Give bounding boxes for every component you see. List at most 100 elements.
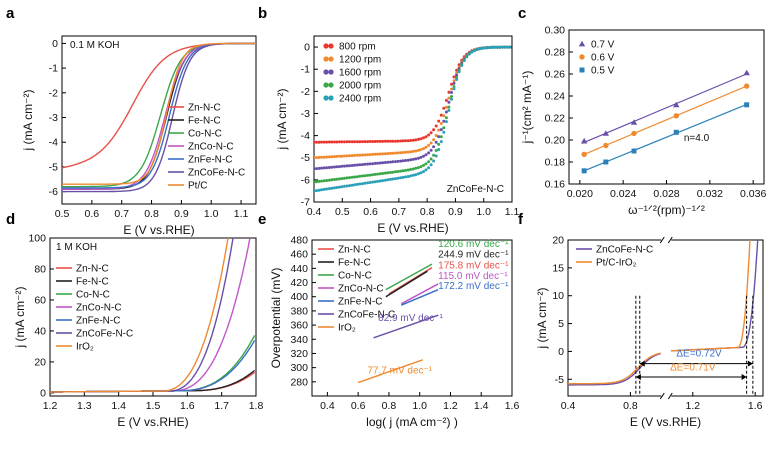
data-point bbox=[373, 152, 377, 156]
data-point bbox=[360, 174, 364, 178]
data-point bbox=[381, 172, 385, 175]
series-line-IrO₂ bbox=[50, 238, 229, 393]
data-point bbox=[322, 140, 326, 144]
data-point bbox=[409, 139, 413, 142]
data-point bbox=[366, 173, 369, 177]
data-point bbox=[419, 165, 423, 169]
data-point bbox=[411, 173, 415, 177]
data-point bbox=[422, 136, 425, 140]
legend-label: ZnCoFe-N-C bbox=[188, 168, 245, 179]
x-tick-label: 0.036 bbox=[740, 188, 766, 200]
data-point bbox=[348, 184, 352, 188]
y-tick-label: 0 bbox=[52, 38, 58, 50]
data-point bbox=[327, 140, 331, 144]
y-tick-label: 40 bbox=[34, 325, 46, 337]
x-tick-label: 1.4 bbox=[474, 400, 489, 412]
data-point bbox=[485, 46, 489, 50]
data-point bbox=[391, 160, 395, 164]
data-point bbox=[325, 140, 329, 144]
legend-label: ZnFe-N-C bbox=[76, 316, 120, 327]
data-point bbox=[401, 169, 405, 173]
data-point bbox=[315, 140, 318, 144]
data-point bbox=[508, 45, 512, 49]
x-tick-label: 1.3 bbox=[77, 400, 92, 412]
data-point bbox=[378, 161, 382, 165]
legend-label: ZnCo-N-C bbox=[76, 303, 122, 314]
data-point bbox=[381, 161, 385, 165]
data-point bbox=[447, 96, 451, 100]
data-point bbox=[414, 166, 418, 170]
data-point bbox=[332, 140, 336, 144]
data-point bbox=[419, 148, 423, 152]
data-point bbox=[314, 156, 316, 160]
data-point bbox=[452, 85, 456, 89]
legend-label: 1200 rpm bbox=[339, 55, 381, 66]
data-point bbox=[315, 167, 318, 171]
data-point bbox=[332, 186, 336, 190]
data-point bbox=[603, 142, 609, 149]
x-axis-label: E (V vs.RHE) bbox=[117, 415, 188, 429]
data-point bbox=[322, 179, 326, 183]
data-point bbox=[416, 137, 420, 141]
y-tick-label: 0 bbox=[40, 387, 46, 399]
legend-swatch bbox=[328, 69, 334, 75]
y-tick-label: 420 bbox=[290, 277, 308, 289]
data-point bbox=[350, 183, 354, 187]
data-point bbox=[424, 168, 428, 172]
delta-arrow-2-head bbox=[635, 374, 641, 381]
data-point bbox=[447, 105, 451, 109]
y-tick-label: 0.24 bbox=[545, 91, 566, 103]
data-point bbox=[373, 180, 377, 184]
data-point bbox=[424, 162, 428, 166]
data-point bbox=[578, 40, 586, 47]
data-point bbox=[355, 153, 359, 157]
legend-label: 800 rpm bbox=[339, 42, 376, 53]
data-point bbox=[452, 75, 456, 79]
data-point bbox=[439, 128, 443, 132]
data-point bbox=[439, 135, 443, 139]
delta-arrow-2-head bbox=[741, 374, 747, 381]
data-point bbox=[343, 154, 346, 158]
data-point bbox=[442, 119, 446, 123]
data-point bbox=[411, 138, 415, 142]
data-point bbox=[416, 172, 420, 176]
data-point bbox=[386, 152, 390, 156]
panel-label-c: c bbox=[518, 5, 526, 22]
data-point bbox=[396, 176, 400, 180]
data-point bbox=[340, 177, 344, 181]
data-point bbox=[465, 55, 469, 59]
data-point bbox=[340, 140, 344, 144]
x-tick-label: 0.8 bbox=[144, 208, 159, 220]
data-point bbox=[322, 187, 326, 191]
data-point bbox=[444, 98, 448, 102]
tafel-line bbox=[385, 270, 428, 298]
data-point bbox=[320, 188, 324, 192]
data-point bbox=[350, 140, 354, 144]
y-tick-label: 440 bbox=[290, 263, 308, 275]
data-point bbox=[490, 45, 494, 49]
data-point bbox=[383, 171, 387, 175]
data-point bbox=[394, 177, 397, 181]
data-point bbox=[399, 159, 403, 163]
data-point bbox=[338, 177, 341, 181]
data-point bbox=[343, 184, 346, 188]
data-point bbox=[743, 83, 750, 89]
series-group bbox=[50, 238, 256, 393]
x-tick-label: 0.032 bbox=[697, 188, 723, 200]
data-point bbox=[500, 45, 504, 49]
data-point bbox=[388, 151, 392, 155]
data-point bbox=[335, 140, 339, 144]
y-tick-label: -4 bbox=[301, 130, 310, 142]
data-point bbox=[376, 152, 380, 156]
data-point bbox=[345, 176, 349, 180]
data-point bbox=[353, 183, 357, 187]
data-point bbox=[452, 79, 456, 83]
y-tick-label: -6 bbox=[301, 174, 310, 186]
y-axis-label: j (mA cm⁻²) bbox=[275, 89, 289, 151]
data-point bbox=[414, 138, 418, 142]
data-point bbox=[450, 82, 453, 86]
data-point bbox=[498, 45, 502, 49]
data-point bbox=[327, 155, 331, 159]
data-point bbox=[429, 148, 433, 152]
